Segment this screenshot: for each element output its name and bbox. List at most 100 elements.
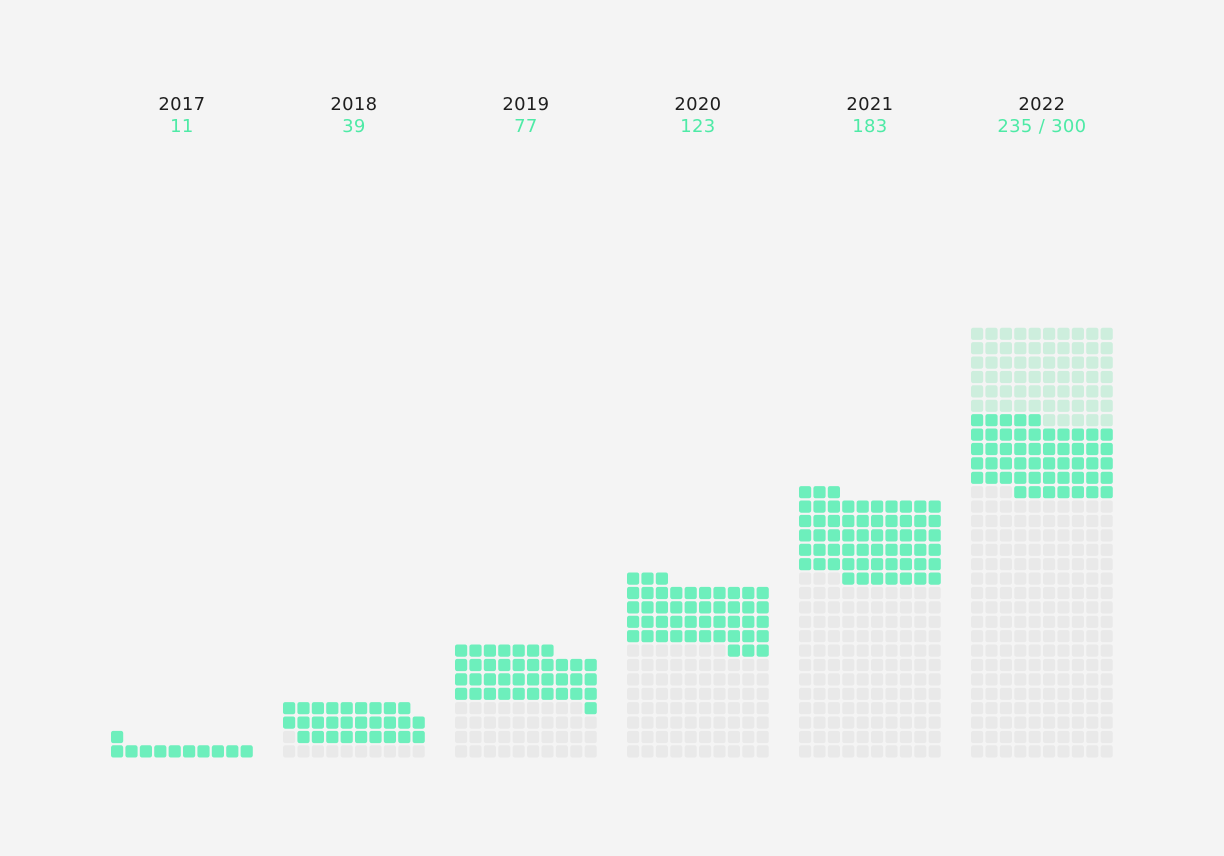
new-count-cell xyxy=(885,558,898,571)
new-count-cell xyxy=(971,471,984,484)
new-count-cell xyxy=(1028,486,1041,499)
previous-count-cell xyxy=(827,644,840,657)
new-count-cell xyxy=(398,702,411,715)
previous-count-cell xyxy=(1043,558,1056,571)
previous-count-cell xyxy=(641,658,654,672)
new-count-cell xyxy=(469,687,482,700)
new-count-cell xyxy=(842,572,855,585)
previous-count-cell xyxy=(627,730,640,744)
target-remaining-cell xyxy=(999,370,1012,384)
previous-count-cell xyxy=(799,615,812,628)
previous-count-cell xyxy=(1043,702,1056,715)
previous-count-cell xyxy=(856,687,869,700)
previous-count-cell xyxy=(885,673,898,686)
previous-count-cell xyxy=(1014,543,1027,556)
previous-count-cell xyxy=(971,716,984,729)
previous-count-cell xyxy=(1100,572,1113,585)
previous-count-cell xyxy=(1086,630,1099,643)
target-remaining-cell xyxy=(999,385,1012,398)
target-remaining-cell xyxy=(985,327,998,340)
previous-count-cell xyxy=(914,745,927,758)
previous-count-cell xyxy=(914,615,927,628)
new-count-cell xyxy=(641,586,654,600)
previous-count-cell xyxy=(928,673,941,686)
previous-count-cell xyxy=(684,745,697,758)
new-count-cell xyxy=(928,529,941,542)
previous-count-cell xyxy=(1086,716,1099,729)
previous-count-cell xyxy=(999,500,1012,513)
previous-count-cell xyxy=(670,673,683,686)
previous-count-cell xyxy=(756,687,769,700)
previous-count-cell xyxy=(827,702,840,715)
previous-count-cell xyxy=(999,586,1012,600)
new-count-cell xyxy=(670,601,683,614)
previous-count-cell xyxy=(1043,745,1056,758)
new-count-cell xyxy=(827,500,840,513)
new-count-cell xyxy=(326,730,339,744)
previous-count-cell xyxy=(684,658,697,672)
previous-count-cell xyxy=(899,658,912,672)
new-count-cell xyxy=(326,702,339,715)
previous-count-cell xyxy=(1057,500,1070,513)
previous-count-cell xyxy=(699,658,712,672)
previous-count-cell xyxy=(1071,586,1084,600)
previous-count-cell xyxy=(1086,500,1099,513)
value-current: 183 xyxy=(852,116,888,137)
new-count-cell xyxy=(655,630,668,643)
previous-count-cell xyxy=(813,586,826,600)
target-remaining-cell xyxy=(1043,385,1056,398)
previous-count-cell xyxy=(1014,716,1027,729)
target-remaining-cell xyxy=(999,327,1012,340)
previous-count-cell xyxy=(641,745,654,758)
previous-count-cell xyxy=(899,716,912,729)
previous-count-cell xyxy=(1014,558,1027,571)
new-count-cell xyxy=(469,658,482,672)
previous-count-cell xyxy=(999,658,1012,672)
previous-count-cell xyxy=(999,514,1012,528)
value-current: 123 xyxy=(680,116,716,137)
previous-count-cell xyxy=(570,702,583,715)
previous-count-cell xyxy=(1086,702,1099,715)
year-label: 2018 xyxy=(330,94,378,115)
new-count-cell xyxy=(699,601,712,614)
previous-count-cell xyxy=(1057,543,1070,556)
year-label: 2021 xyxy=(846,94,894,115)
previous-count-cell xyxy=(1043,514,1056,528)
previous-count-cell xyxy=(985,673,998,686)
new-count-cell xyxy=(1071,428,1084,441)
previous-count-cell xyxy=(799,745,812,758)
previous-count-cell xyxy=(541,730,554,744)
previous-count-cell xyxy=(684,673,697,686)
previous-count-cell xyxy=(1043,529,1056,542)
new-count-cell xyxy=(713,601,726,614)
previous-count-cell xyxy=(311,745,324,758)
new-count-cell xyxy=(111,730,124,744)
previous-count-cell xyxy=(699,716,712,729)
previous-count-cell xyxy=(670,716,683,729)
new-count-cell xyxy=(1086,457,1099,470)
previous-count-cell xyxy=(340,745,353,758)
previous-count-cell xyxy=(914,658,927,672)
previous-count-cell xyxy=(1071,572,1084,585)
previous-count-cell xyxy=(1071,615,1084,628)
previous-count-cell xyxy=(871,687,884,700)
previous-count-cell xyxy=(1028,543,1041,556)
previous-count-cell xyxy=(1071,558,1084,571)
previous-count-cell xyxy=(584,716,597,729)
previous-count-cell xyxy=(827,745,840,758)
previous-count-cell xyxy=(1086,558,1099,571)
previous-count-cell xyxy=(1057,687,1070,700)
new-count-cell xyxy=(684,586,697,600)
previous-count-cell xyxy=(655,673,668,686)
target-remaining-cell xyxy=(1043,356,1056,369)
previous-count-cell xyxy=(914,702,927,715)
new-count-cell xyxy=(655,572,668,585)
previous-count-cell xyxy=(1100,586,1113,600)
previous-count-cell xyxy=(1028,730,1041,744)
previous-count-cell xyxy=(842,673,855,686)
previous-count-cell xyxy=(1086,658,1099,672)
previous-count-cell xyxy=(469,730,482,744)
new-count-cell xyxy=(369,702,382,715)
previous-count-cell xyxy=(999,687,1012,700)
previous-count-cell xyxy=(1086,572,1099,585)
